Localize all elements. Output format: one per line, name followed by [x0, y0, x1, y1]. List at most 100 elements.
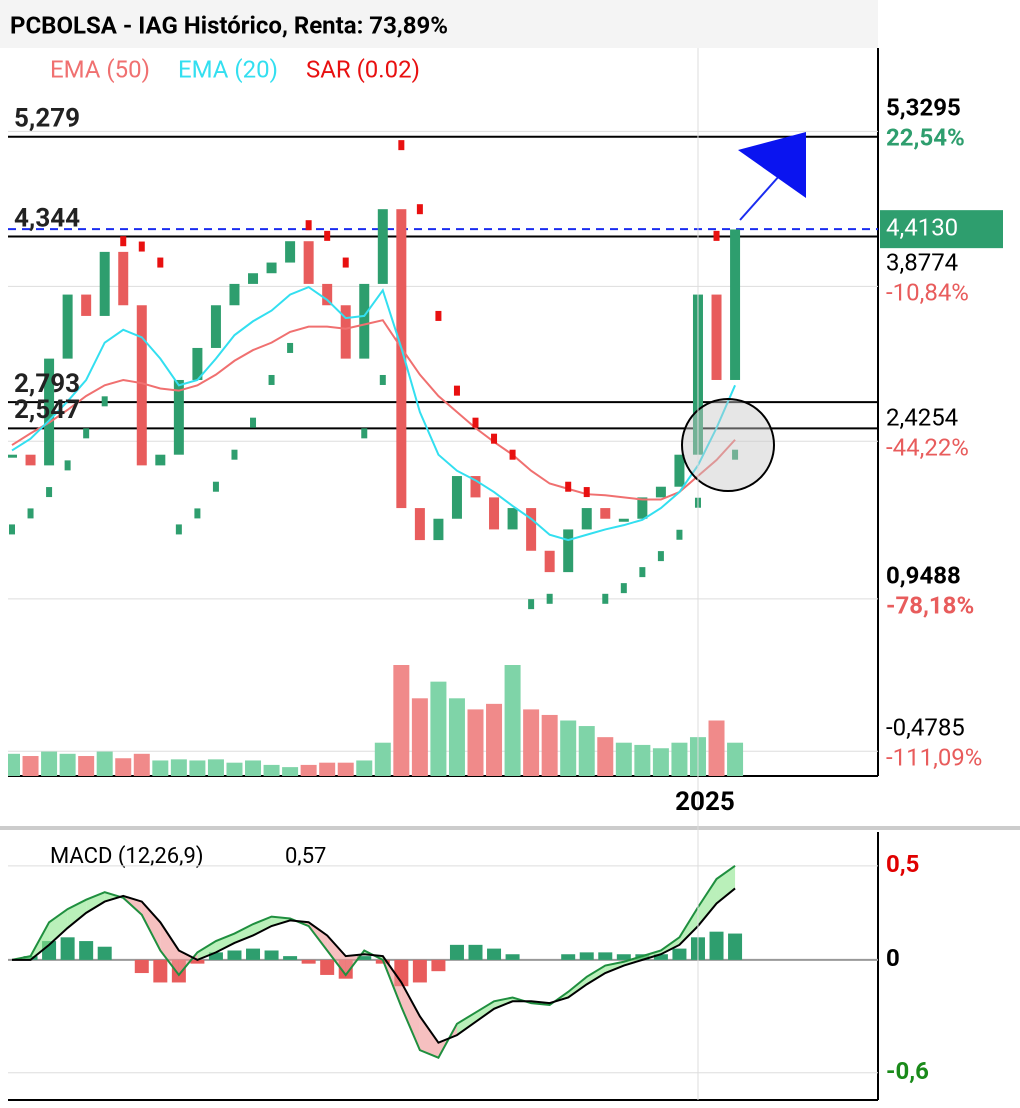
macd-signal-fill: [234, 924, 254, 943]
current-price-label: 4,4130: [886, 213, 958, 241]
candle: [340, 305, 351, 359]
histogram-bar: [653, 954, 668, 960]
histogram-bar: [728, 933, 743, 960]
sar-dot: [27, 508, 34, 519]
signal-line: [12, 887, 736, 1044]
macd-signal-fill: [716, 865, 736, 904]
current-price-box: [880, 210, 1003, 249]
sar-dot: [64, 460, 71, 471]
sar-dot: [453, 385, 460, 396]
y-tick-label: 3,8774: [886, 249, 958, 277]
candle: [136, 305, 147, 466]
volume-bar: [170, 759, 187, 776]
volume-bar: [374, 742, 391, 776]
volume-bar: [300, 764, 317, 776]
highlight-circle: [681, 398, 775, 492]
sar-dot: [231, 449, 238, 460]
candle: [322, 283, 333, 306]
volume-bar: [597, 737, 614, 776]
legend-entry: EMA (20): [178, 55, 278, 83]
sar-dot: [732, 449, 739, 460]
macd-signal-fill: [475, 1001, 495, 1022]
macd-signal-fill: [67, 899, 87, 928]
chart-title: PCBOLSA - IAG Histórico, Renta: 73,89%: [10, 11, 448, 39]
sar-dot: [676, 529, 683, 540]
candle: [618, 518, 629, 522]
sar-dot: [268, 374, 275, 385]
sar-dot: [416, 204, 423, 215]
candle: [285, 241, 296, 263]
candle: [433, 518, 444, 541]
sar-dot: [305, 220, 312, 231]
volume-bar: [115, 758, 132, 776]
volume-bar: [448, 698, 465, 776]
volume-bar: [282, 767, 299, 776]
volume-bar: [8, 753, 20, 776]
y-tick-label: 0,9488: [886, 561, 961, 589]
candle: [414, 508, 425, 541]
level-label: 5,279: [14, 104, 80, 134]
macd-signal-fill: [86, 892, 105, 913]
volume-bar: [245, 760, 262, 776]
candle: [711, 294, 722, 380]
title-bar: [0, 0, 878, 48]
volume-bar: [727, 742, 744, 776]
candle: [62, 294, 73, 359]
histogram-bar: [468, 944, 483, 960]
volume-bar: [486, 703, 503, 776]
sar-dot: [324, 230, 331, 241]
legend-entry: EMA (50): [50, 55, 150, 83]
histogram-bar: [487, 948, 502, 960]
candle: [507, 508, 518, 530]
volume-bar: [411, 698, 428, 776]
sar-dot: [83, 428, 90, 439]
volume-bar: [652, 748, 669, 776]
candle: [359, 283, 370, 359]
sar-dot: [361, 428, 368, 439]
macd-signal-fill: [401, 982, 420, 1051]
sar-dot: [620, 583, 627, 594]
sar-dot: [287, 342, 294, 353]
histogram-bar: [153, 959, 168, 983]
candle: [8, 454, 17, 458]
histogram-bar: [79, 941, 94, 960]
macd-signal-fill: [253, 916, 272, 936]
y-tick-label: 5,3295: [886, 94, 961, 122]
y-tick-label: 0,5: [886, 850, 919, 878]
histogram-bar: [579, 952, 594, 960]
y-tick-change: -78,18%: [886, 591, 974, 619]
histogram-bar: [227, 950, 242, 960]
y-tick-change: 22,54%: [886, 124, 965, 152]
y-tick-label: 2,4254: [886, 404, 958, 432]
candle: [655, 486, 666, 498]
volume-bar: [356, 760, 373, 776]
sar-dot: [657, 551, 664, 562]
histogram-bar: [598, 952, 613, 960]
sar-dot: [379, 374, 386, 385]
candle: [25, 454, 36, 466]
volume-bar: [578, 726, 595, 776]
candle: [730, 229, 741, 380]
volume-bar: [133, 753, 150, 776]
arrow-head: [738, 132, 806, 198]
candle: [248, 273, 259, 284]
histogram-bar: [672, 948, 687, 960]
histogram-bar: [505, 954, 520, 960]
candle: [192, 347, 203, 380]
volume-bar: [96, 751, 113, 776]
sar-dot: [175, 524, 182, 535]
histogram-bar: [357, 956, 372, 960]
y-tick-label: 0: [886, 944, 900, 972]
sar-dot: [509, 449, 516, 460]
level-label: 4,344: [14, 203, 80, 233]
y-tick-change: -111,09%: [886, 744, 982, 772]
histogram-bar: [431, 959, 446, 972]
macd-signal-fill: [586, 965, 606, 985]
volume-bar: [634, 744, 651, 776]
macd-title: MACD (12,26,9): [50, 844, 204, 869]
volume-bar: [263, 764, 280, 776]
volume-bar: [78, 756, 95, 776]
volume-bar: [430, 681, 447, 776]
